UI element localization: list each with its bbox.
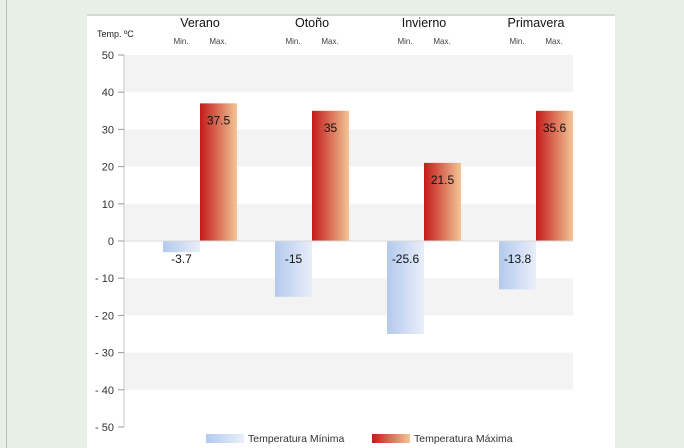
y-tick-label: - 30 [95,348,114,360]
chart-panel-top-border [87,14,615,16]
min-temp-label: -15 [285,252,303,266]
max-temp-label: 21.5 [431,173,455,187]
max-sublabel: Max. [545,37,562,46]
min-sublabel: Min. [397,37,412,46]
max-sublabel: Max. [433,37,450,46]
max-temp-bar [536,110,573,241]
legend-label-max: Temperatura Máxima [414,433,513,445]
max-sublabel: Max. [209,37,226,46]
min-temp-label: -3.7 [171,252,192,266]
season-headers: Verano Min. Max. Otoño Min. Max. Invierno Min. M… [173,16,564,46]
y-tick-label: 10 [102,199,114,211]
max-temp-bar [312,110,349,241]
y-tick-label: - 20 [95,310,114,322]
y-tick-label: 0 [108,236,114,248]
max-temp-label: 35 [324,121,338,135]
grid-band [124,55,573,93]
max-temp-label: 35.6 [543,121,567,135]
grid-band [124,352,573,390]
min-temp-bar [275,241,312,297]
legend-swatch-min [206,434,244,443]
max-temp-label: 37.5 [207,113,231,127]
legend-label-min: Temperatura Mínima [248,433,344,445]
max-temp-bar [424,162,461,241]
season-label: Invierno [402,16,447,30]
season-label: Primavera [508,16,565,30]
bars: -3.7 37.5 -15 35 -25.6 21.5 -13.8 35.6 [124,103,573,334]
min-temp-label: -13.8 [504,252,532,266]
y-tick-label: - 50 [95,422,114,434]
y-tick-label: 50 [102,50,114,62]
window-edge-line [6,0,7,448]
y-tick-label: 40 [102,87,114,99]
min-sublabel: Min. [509,37,524,46]
y-tick-label: - 40 [95,385,114,397]
legend: Temperatura Mínima Temperatura Máxima [206,433,513,445]
min-temp-bar [499,241,536,290]
legend-swatch-max [372,434,410,443]
season-label: Otoño [295,16,329,30]
y-axis-unit-label: Temp. ºC [97,29,134,39]
max-sublabel: Max. [321,37,338,46]
min-sublabel: Min. [285,37,300,46]
season-label: Verano [180,16,220,30]
min-temp-bar [163,241,200,253]
y-tick-label: - 10 [95,273,114,285]
min-temp-bar [387,241,424,334]
min-sublabel: Min. [173,37,188,46]
y-tick-label: 30 [102,124,114,136]
max-temp-bar [200,103,237,241]
min-temp-label: -25.6 [392,252,420,266]
grid-band [124,278,573,316]
y-tick-label: 20 [102,162,114,174]
y-axis-ticks: 50 40 30 20 10 0 - 10 - 20 - 30 - 40 - 50 [95,50,124,434]
